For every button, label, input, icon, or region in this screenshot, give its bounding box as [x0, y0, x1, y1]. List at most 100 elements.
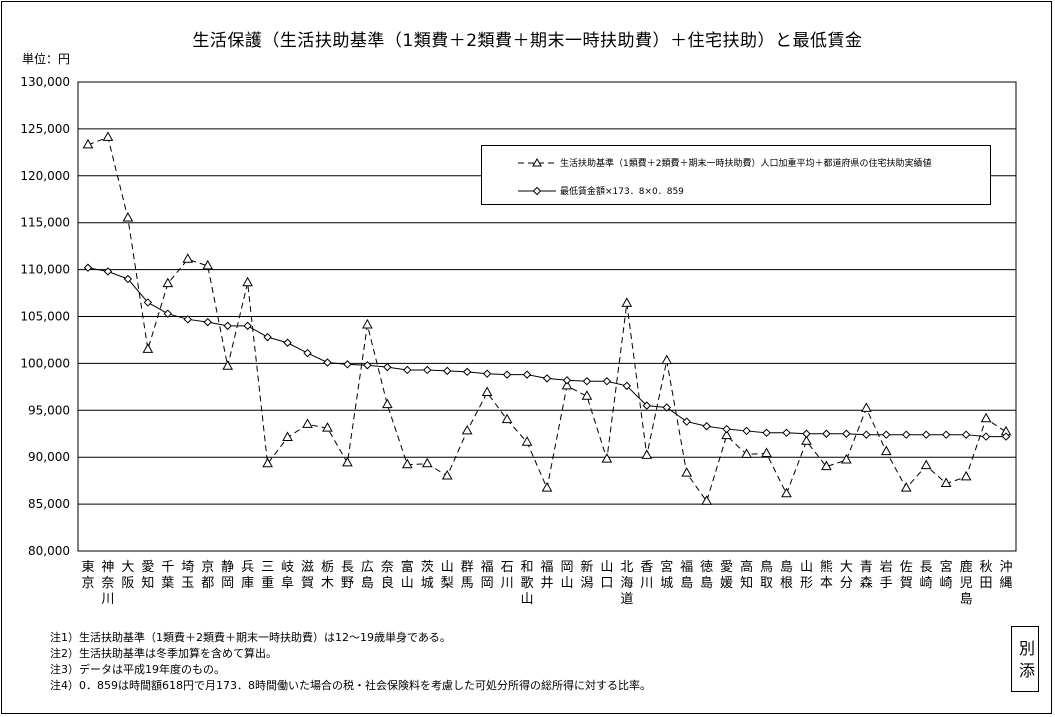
- legend-swatch-welfare: [518, 157, 556, 167]
- data-point-minwage: [203, 317, 212, 327]
- legend-label-welfare: 生活扶助基準（1類費＋2類費＋期末一時扶助費）人口加重平均＋都道府県の住宅扶助実…: [560, 159, 932, 169]
- data-point-welfare: [441, 469, 453, 480]
- x-tick-label: 鹿児島: [960, 559, 973, 607]
- x-tick-label: 千葉: [161, 560, 174, 591]
- data-point-welfare: [282, 431, 293, 442]
- x-tick-label: 新潟: [580, 559, 593, 591]
- legend-entry-minwage: 最低賃金額×173．8×0．859: [482, 184, 990, 198]
- x-tick-label: 和歌山: [521, 560, 534, 607]
- chart-legend: 生活扶助基準（1類費＋2類費＋期末一時扶助費）人口加重平均＋都道府県の住宅扶助実…: [481, 145, 991, 205]
- unit-label: 単位：円: [22, 52, 71, 66]
- data-point-minwage: [682, 417, 691, 426]
- data-point-minwage: [802, 429, 811, 438]
- data-point-welfare: [581, 390, 593, 400]
- data-point-welfare: [162, 277, 174, 288]
- legend-entry-welfare: 生活扶助基準（1類費＋2類費＋期末一時扶助費）人口加重平均＋都道府県の住宅扶助実…: [482, 156, 990, 170]
- data-point-welfare: [801, 435, 812, 445]
- data-point-welfare: [561, 379, 573, 390]
- data-point-welfare: [841, 453, 852, 464]
- data-point-minwage: [263, 332, 272, 342]
- data-point-welfare: [501, 413, 513, 424]
- data-point-minwage: [582, 377, 592, 386]
- data-point-minwage: [882, 430, 891, 439]
- data-point-minwage: [323, 358, 332, 367]
- data-point-welfare: [821, 460, 832, 471]
- x-tick-label: 神奈川: [101, 560, 114, 607]
- data-point-welfare: [421, 457, 433, 468]
- data-point-welfare: [541, 482, 553, 492]
- plot-area: [77, 81, 1017, 552]
- data-point-welfare: [401, 458, 413, 469]
- x-tick-label: 岩手: [880, 560, 893, 591]
- data-point-minwage: [502, 370, 512, 379]
- x-tick-label: 長野: [341, 560, 354, 591]
- x-tick-label: 京都: [201, 560, 214, 591]
- footnotes: 注1）生活扶助基準（1類費＋2類費＋期末一時扶助費）は12～19歳単身である。 …: [50, 630, 651, 694]
- y-tick-label: 105,000: [20, 310, 70, 324]
- y-tick-label: 85,000: [28, 497, 70, 511]
- data-point-welfare: [142, 343, 154, 353]
- data-point-welfare: [781, 487, 792, 498]
- y-tick-label: 95,000: [28, 403, 70, 417]
- data-point-minwage: [343, 360, 352, 369]
- data-point-minwage: [941, 430, 951, 439]
- data-point-minwage: [443, 366, 452, 376]
- x-tick-label: 宮崎: [940, 559, 953, 591]
- data-point-welfare: [362, 318, 373, 329]
- data-point-minwage: [83, 263, 93, 272]
- data-point-welfare: [102, 131, 114, 141]
- x-tick-label: 岐阜: [281, 560, 294, 591]
- attachment-stamp: 別添: [1011, 626, 1039, 692]
- data-point-welfare: [302, 418, 313, 428]
- data-point-welfare: [82, 138, 94, 149]
- data-point-welfare: [342, 456, 353, 467]
- data-point-welfare: [521, 436, 533, 446]
- x-tick-label: 栃木: [321, 560, 334, 591]
- data-point-welfare: [860, 402, 872, 412]
- footnote-1: 注1）生活扶助基準（1類費＋2類費＋期末一時扶助費）は12～19歳単身である。: [50, 631, 451, 644]
- data-point-minwage: [562, 376, 572, 385]
- x-tick-label: 兵庫: [241, 560, 254, 591]
- data-point-welfare: [222, 360, 234, 370]
- x-tick-label: 高知: [740, 559, 753, 591]
- x-tick-label: 愛知: [141, 560, 154, 591]
- x-tick-label: 島根: [780, 560, 793, 591]
- data-point-minwage: [722, 424, 731, 434]
- x-tick-label: 大分: [840, 560, 853, 591]
- data-point-minwage: [862, 430, 871, 439]
- data-point-welfare: [202, 259, 214, 270]
- x-tick-label: 北海道: [620, 560, 633, 607]
- x-tick-label: 宮城: [660, 559, 673, 591]
- data-point-minwage: [742, 426, 751, 436]
- data-point-welfare: [461, 424, 473, 435]
- data-point-minwage: [622, 381, 632, 391]
- data-point-welfare: [681, 467, 693, 477]
- x-tick-label: 鳥取: [760, 560, 773, 591]
- data-point-minwage: [961, 430, 971, 439]
- x-tick-label: 福井: [540, 560, 553, 591]
- x-tick-label: 山口: [600, 560, 613, 591]
- data-point-welfare: [741, 448, 752, 458]
- data-point-minwage: [642, 401, 651, 410]
- data-point-minwage: [183, 315, 192, 324]
- data-point-minwage: [921, 430, 931, 439]
- data-point-welfare: [701, 495, 713, 505]
- data-point-minwage: [662, 403, 671, 412]
- footnote-4: 注4）0．859は時間額618円で月173．8時間働いた場合の税・社会保険料を考…: [50, 679, 651, 692]
- data-point-welfare: [761, 447, 772, 457]
- data-point-welfare: [381, 398, 393, 409]
- data-point-welfare: [621, 297, 633, 307]
- data-point-minwage: [163, 309, 173, 318]
- x-tick-label: 埼玉: [181, 560, 194, 591]
- data-point-minwage: [123, 274, 133, 284]
- x-tick-label: 福島: [680, 560, 693, 591]
- footnote-3: 注3）データは平成19年度のもの。: [50, 663, 225, 676]
- x-tick-label: 東京: [81, 559, 94, 591]
- data-point-minwage: [602, 377, 612, 386]
- x-tick-label: 群馬: [461, 560, 474, 591]
- y-tick-label: 125,000: [20, 122, 70, 136]
- x-tick-label: 福岡: [481, 560, 494, 591]
- y-tick-label: 120,000: [20, 169, 70, 183]
- x-tick-label: 青森: [860, 560, 873, 591]
